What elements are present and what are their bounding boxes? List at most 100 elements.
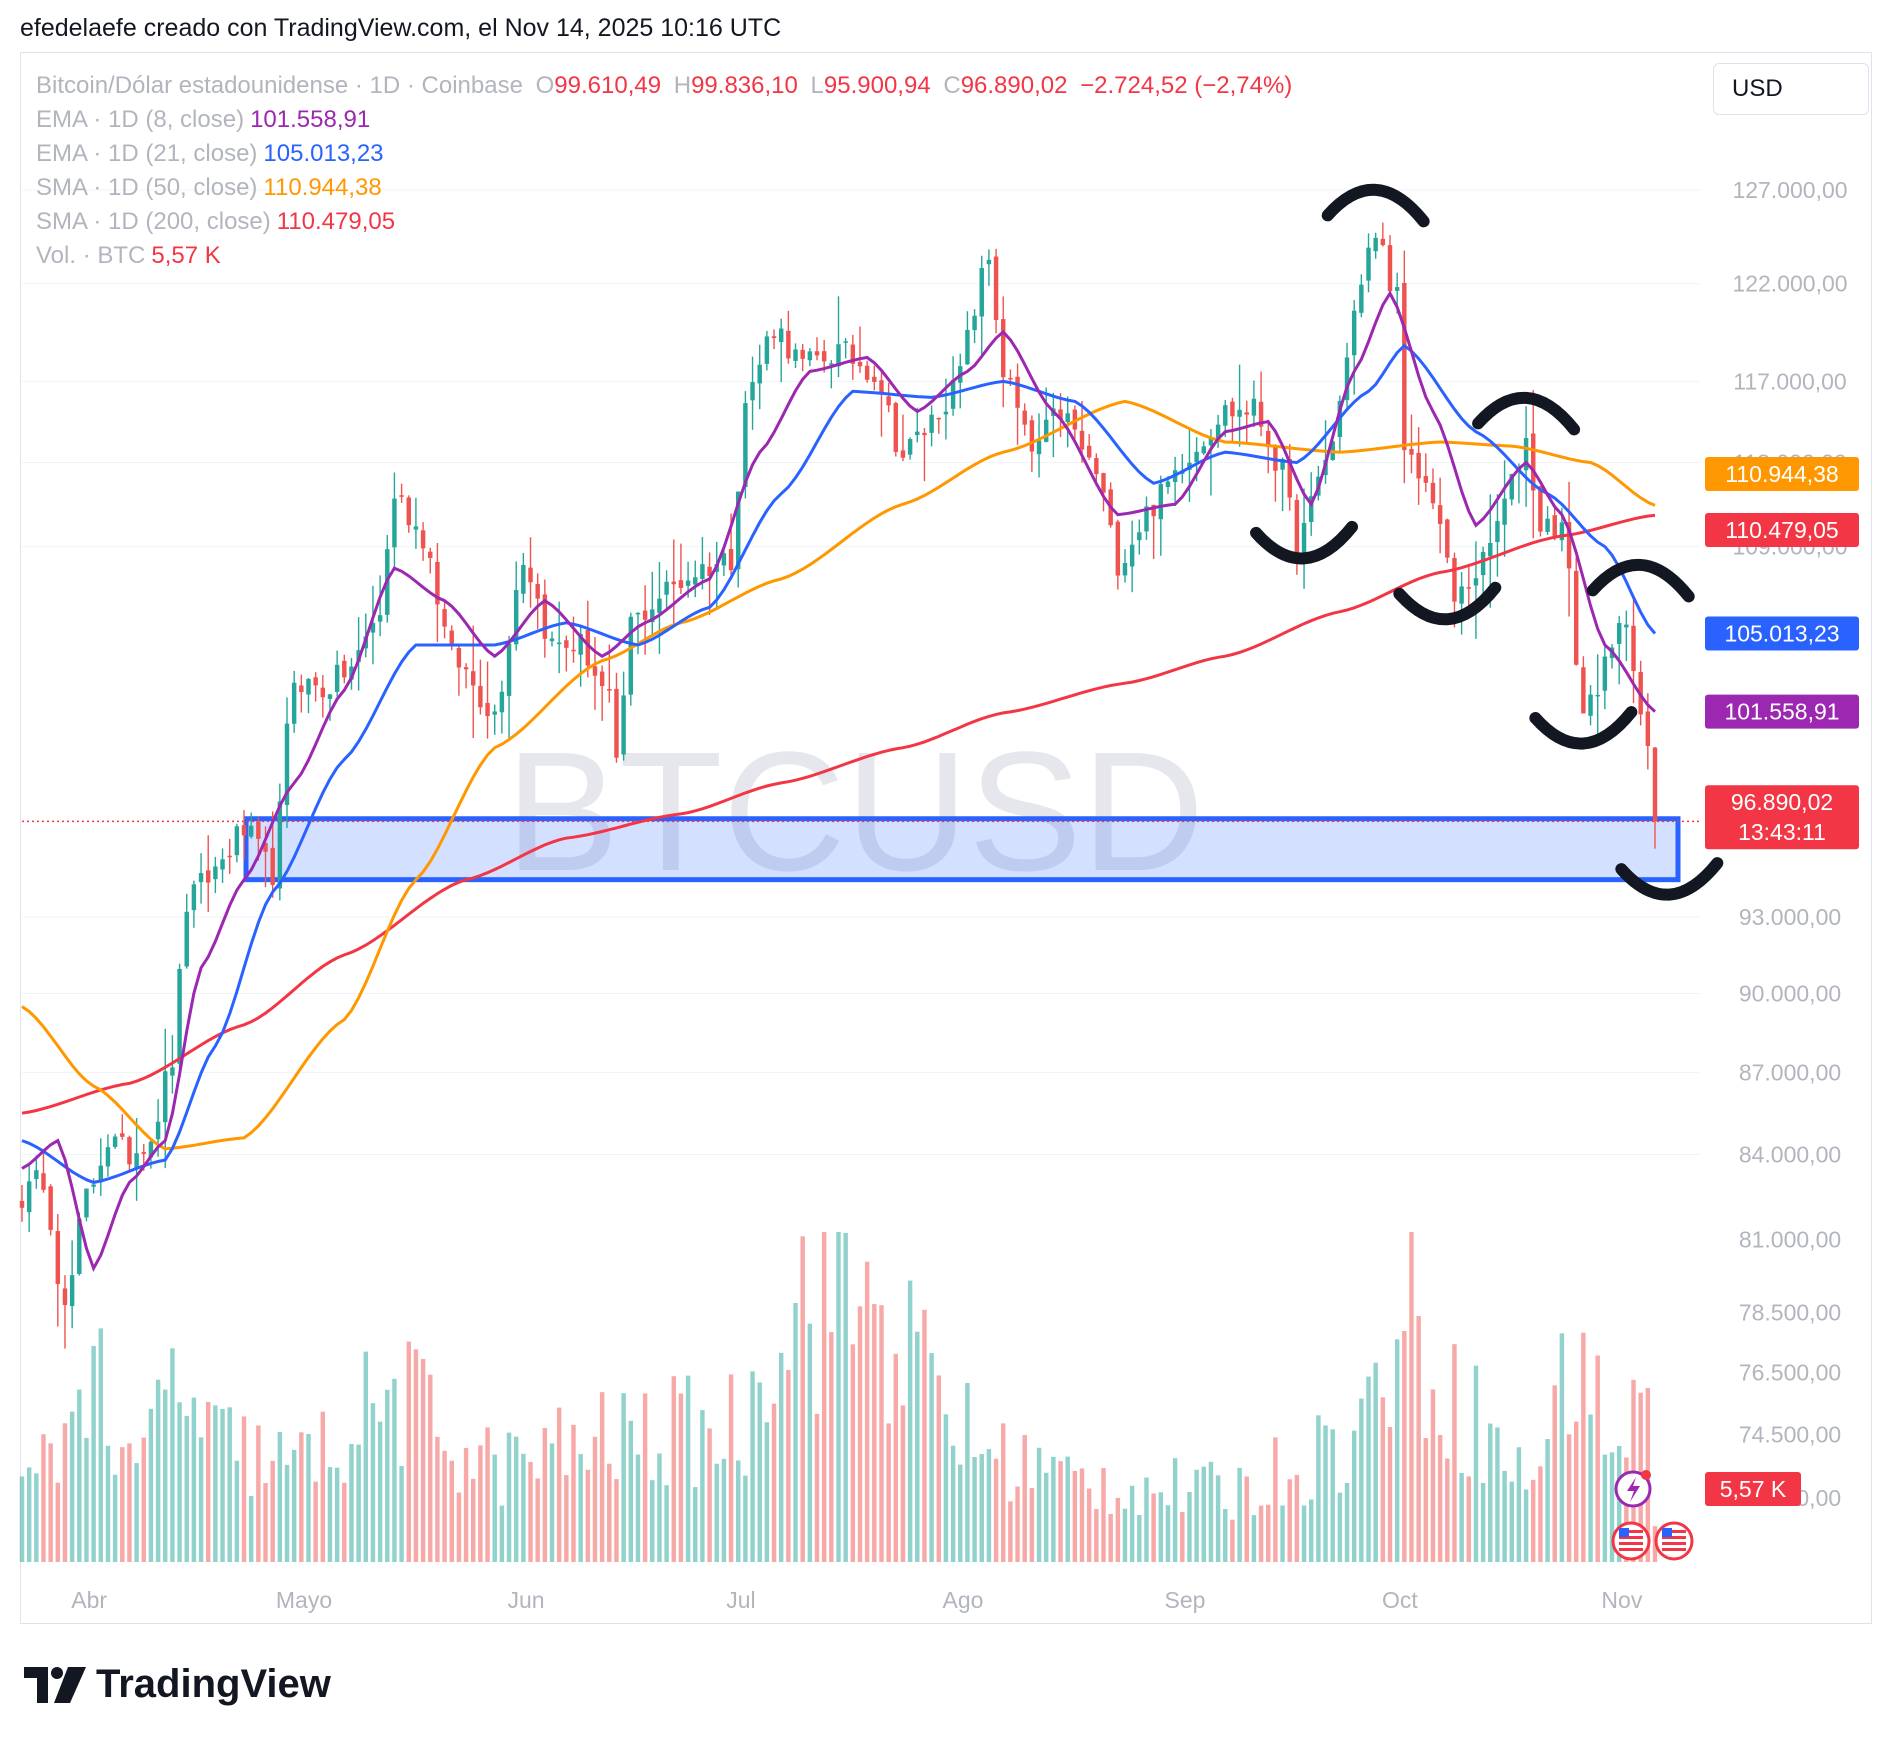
flag-stripe <box>1619 1530 1643 1533</box>
candle <box>463 663 469 689</box>
volume-bar <box>1545 1439 1550 1562</box>
volume-bar <box>213 1405 218 1562</box>
candle <box>915 407 920 443</box>
drawn-pattern-arc[interactable] <box>1615 857 1724 901</box>
volume-bar <box>664 1485 669 1562</box>
volume-bar <box>1473 1365 1479 1562</box>
volume-bar <box>1172 1458 1178 1562</box>
candle-body <box>184 911 189 967</box>
volume-bar <box>864 1261 870 1562</box>
candle-body <box>220 859 225 870</box>
candle <box>191 880 197 928</box>
us-flag-event-icon[interactable] <box>1611 1521 1651 1561</box>
candle-body <box>1137 532 1142 541</box>
ema8-line <box>21 290 1657 1272</box>
candle-body <box>1230 401 1235 417</box>
volume-bar <box>786 1370 791 1562</box>
volume-bar <box>1552 1385 1557 1562</box>
candle-body <box>1416 452 1421 479</box>
candle <box>1137 519 1142 555</box>
candle <box>929 405 934 447</box>
candle-body <box>1294 500 1300 560</box>
drawn-pattern-arc[interactable] <box>1393 581 1502 626</box>
candle-body <box>814 351 820 356</box>
candle <box>334 650 340 697</box>
volume-bar <box>1244 1476 1249 1562</box>
volume-bar <box>77 1389 82 1562</box>
candle <box>1351 300 1357 395</box>
candle-body <box>943 411 949 415</box>
volume-bar <box>1409 1232 1414 1562</box>
volume-bar <box>1380 1397 1386 1562</box>
candle <box>664 570 669 609</box>
volume-bar <box>1280 1505 1285 1562</box>
candle <box>979 255 984 357</box>
candle-body <box>1645 711 1651 746</box>
candle-body <box>1115 521 1121 576</box>
flag-stripe <box>1662 1530 1686 1533</box>
tradingview-brand[interactable]: TradingView <box>24 1662 331 1707</box>
volume-bar <box>929 1353 934 1562</box>
candle <box>1158 475 1164 556</box>
candle-body <box>1158 484 1164 520</box>
candle <box>1616 615 1622 685</box>
candle <box>435 543 440 643</box>
volume-bar <box>1323 1425 1328 1562</box>
volume-bar <box>198 1437 204 1562</box>
volume-bar <box>1287 1479 1292 1562</box>
candle <box>55 1213 61 1327</box>
support-zone[interactable] <box>243 816 1681 883</box>
us-flag-event-icon[interactable] <box>1654 1521 1694 1561</box>
volume-bar <box>370 1403 376 1562</box>
candle <box>420 522 426 561</box>
candle <box>163 1028 168 1169</box>
candle-body <box>922 432 927 436</box>
volume-bar <box>506 1432 512 1562</box>
drawn-pattern-arc[interactable] <box>1586 558 1695 603</box>
candle-body <box>1430 482 1436 504</box>
volume-bar <box>1488 1423 1493 1562</box>
candle-body <box>1573 570 1579 665</box>
ema21-price-tag: 105.013,23 <box>1724 621 1839 647</box>
legend-sma200-value: 110.479,05 <box>276 208 396 235</box>
candle <box>1609 644 1615 669</box>
candle <box>528 537 533 608</box>
candle <box>1208 429 1214 496</box>
volume-bar <box>1294 1474 1300 1562</box>
ema21-price-tag-bg <box>1705 616 1859 651</box>
candle <box>284 697 290 829</box>
candle-body <box>77 1218 82 1274</box>
candle-body <box>299 685 304 693</box>
candle-body <box>1394 287 1400 291</box>
candle-body <box>1058 409 1063 420</box>
volume-bar <box>807 1323 813 1562</box>
y-axis-tick-label: 76.500,00 <box>1739 1360 1841 1386</box>
candle-body <box>134 1153 139 1169</box>
candle <box>1115 519 1121 590</box>
volume-bar <box>1129 1485 1135 1562</box>
volume-bar <box>1273 1437 1278 1562</box>
candle <box>198 853 204 904</box>
candle-body <box>1452 557 1457 602</box>
candle <box>478 659 483 715</box>
candle-body <box>1545 518 1550 532</box>
currency-button[interactable]: USD <box>1713 63 1869 115</box>
volume-bar <box>385 1389 390 1562</box>
candle <box>105 1134 111 1177</box>
volume-bar <box>1201 1466 1206 1562</box>
legend-ema8-value: 101.558,91 <box>250 106 371 133</box>
drawn-pattern-arc[interactable] <box>1529 706 1638 750</box>
candle-body <box>213 866 218 880</box>
candle-body <box>1538 486 1543 532</box>
volume-bar <box>886 1423 891 1562</box>
candle-body <box>1409 448 1414 455</box>
drawn-pattern-arc[interactable] <box>1250 520 1359 565</box>
candle <box>585 600 591 678</box>
drawn-pattern-arc[interactable] <box>1321 183 1430 228</box>
drawn-pattern-arc[interactable] <box>1472 391 1581 436</box>
volume-bar <box>263 1483 268 1562</box>
volume-bar <box>413 1349 419 1562</box>
volume-bar <box>1509 1481 1514 1562</box>
candle <box>693 560 698 598</box>
